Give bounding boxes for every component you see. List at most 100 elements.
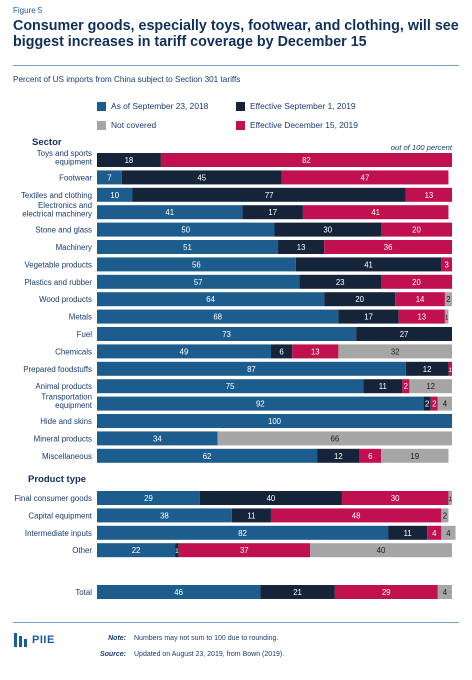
bar-segment-dec2019 [281,170,449,185]
bar-segment-notcovered [444,292,452,307]
legend-label: Effective September 1, 2019 [250,101,356,111]
chart-title: Consumer goods, especially toys, footwea… [13,18,459,50]
row-label: Metals [69,313,92,322]
bar-value-label: 32 [391,347,400,356]
bar-segment-dec2019 [324,240,452,254]
row-label: Wood products [39,295,92,304]
bar-value-label: 92 [256,400,265,409]
out-of-label: out of 100 percent [390,143,452,152]
row-label: Miscellaneous [42,452,92,461]
bar-value-label: 57 [194,278,203,287]
bar-value-label: 34 [153,434,162,443]
bar-value-label: 56 [192,260,201,269]
bar-segment-notcovered [437,585,452,599]
bar-value-label: 4 [446,529,451,538]
bar-value-label: 82 [302,156,311,165]
bar-segment-dec2019 [160,153,452,167]
row-label: Final consumer goods [14,494,92,503]
bar-segment-dec2019 [334,585,438,599]
row-label: Textiles and clothing [21,191,92,200]
bar-segment-sep2018 [97,361,406,376]
bar-segment-notcovered [310,543,452,558]
note-label: Note: [108,635,126,642]
bar-value-label: 22 [132,546,141,555]
bar-segment-sep2019 [299,274,381,289]
row-label: Hide and skins [40,417,92,426]
bar-value-label: 12 [426,382,435,391]
bar-value-label: 48 [352,511,361,520]
bar-segment-sep2018 [97,309,339,324]
bar-value-label: 40 [267,494,276,503]
bar-value-label: 30 [391,494,400,503]
bar-segment-sep2019 [278,240,325,254]
bar-segment-sep2019 [324,292,396,307]
bar-segment-notcovered [441,525,456,540]
footer-divider [13,622,459,623]
bar-value-label: 40 [377,546,386,555]
bar-value-label: 11 [404,529,412,538]
row-label: Capital equipment [28,511,92,520]
bar-value-label: 7 [107,173,111,182]
bar-segment-dec2019 [359,448,381,463]
bar-value-label: 2 [404,382,408,391]
bar-segment-sep2019 [199,491,342,505]
bar-value-label: 12 [423,365,432,374]
source-label: Source: [99,651,126,658]
bar-segment-sep2018 [97,257,296,272]
bar-segment-sep2018 [97,292,325,307]
bar-segment-notcovered [381,448,449,463]
bar-value-label: 6 [368,452,372,461]
bar-value-label: 62 [203,452,212,461]
bar-value-label: 73 [222,330,231,339]
bar-value-label: 29 [382,588,391,597]
title-divider [13,65,459,66]
row-label: Machinery [56,243,92,252]
bar-value-label: 13 [417,313,426,322]
bar-value-label: 36 [384,243,393,252]
bar-segment-sep2018 [97,240,279,254]
bar-segment-sep2019 [274,222,381,237]
sector-heading: Sector [32,137,62,148]
bar-segment-sep2019 [132,187,406,202]
row-label: Total [75,588,92,597]
legend-swatch [97,120,106,130]
bar-value-label: 2 [425,400,429,409]
bar-segment-sep2018 [97,274,300,289]
bar-value-label: 3 [445,260,449,269]
note-text: Numbers may not sum to 100 due to roundi… [134,635,279,642]
bar-value-label: 17 [268,208,277,217]
bar-segment-notcovered [444,309,449,324]
bar-value-label: 4 [443,588,448,597]
row-label: Toys and sports equipment [37,149,93,167]
bar-value-label: 17 [364,313,373,322]
product-type-heading: Product type [28,474,87,485]
bar-segment-sep2019 [363,379,403,394]
note: Note: Numbers may not sum to 100 due to r… [96,635,278,642]
bar-value-label: 77 [265,191,274,200]
row-label: Animal products [35,382,92,391]
bar-value-label: 20 [412,278,421,287]
figure-label: Figure 5 [13,6,43,15]
legend-item-sep2018: As of September 23, 2018 [97,101,208,111]
row-label: Chemicals [55,347,92,356]
bar-value-label: 41 [364,260,373,269]
row-label: Mineral products [34,434,92,443]
legend-swatch [97,101,106,111]
legend-item-notcovered: Not covered [97,120,156,130]
bar-value-label: 20 [355,295,364,304]
legend-item-sep2019: Effective September 1, 2019 [236,101,356,111]
bar-segment-sep2019 [260,585,335,599]
bar-segment-sep2018 [97,414,452,428]
bar-value-label: 2 [446,295,450,304]
bar-value-label: 64 [206,295,215,304]
bar-segment-dec2019 [441,257,452,272]
bar-value-label: 19 [410,452,419,461]
bar-value-label: 1 [448,367,452,374]
legend-swatch [236,120,245,130]
bar-segment-sep2018 [97,491,200,505]
bar-value-label: 1 [448,496,452,503]
bar-segment-sep2019 [356,327,452,341]
bar-value-label: 18 [125,156,134,165]
bar-value-label: 30 [323,226,332,235]
